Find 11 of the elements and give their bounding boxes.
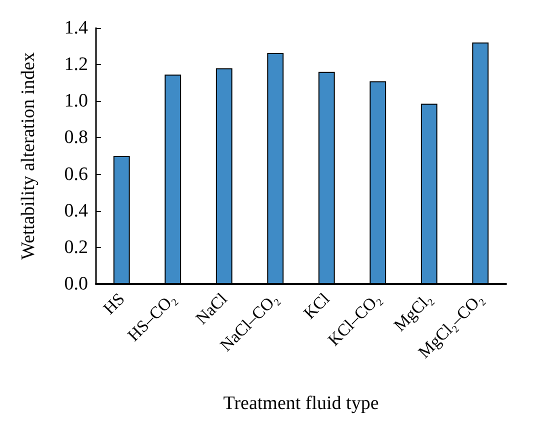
y-tick-label: 0.6 <box>64 164 88 185</box>
y-tick-label: 0.8 <box>64 127 88 148</box>
y-tick-label: 0.2 <box>64 236 88 258</box>
y-tick-label: 1.2 <box>64 54 88 76</box>
x-tick-label: HS <box>100 289 128 318</box>
y-tick-label: 0.0 <box>64 274 88 294</box>
y-axis-title: Wettability alteration index <box>18 52 39 260</box>
y-tick-label: 1.4 <box>64 18 88 38</box>
x-axis-title: Treatment fluid type <box>223 393 379 414</box>
y-tick-label: 0.4 <box>64 200 88 222</box>
y-tick-label: 1.0 <box>64 90 88 112</box>
